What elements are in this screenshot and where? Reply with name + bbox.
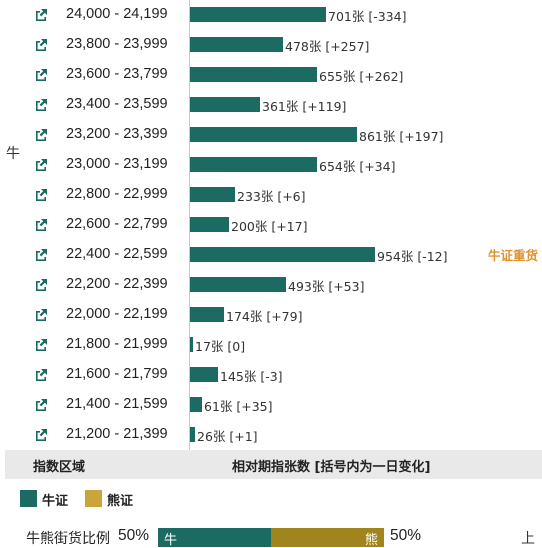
bar-value-label: 200张 [+17]	[231, 219, 308, 234]
bear-percentage: 50%	[390, 527, 422, 544]
legend-swatch-bull	[20, 490, 37, 507]
bar-value-label: 493张 [+53]	[288, 279, 365, 294]
ratio-bear-text: 熊	[364, 533, 378, 548]
bar-value-label: 26张 [+1]	[197, 429, 258, 444]
bull-bear-ratio: 牛熊街货比例 50% 牛 熊 50% 上	[0, 527, 542, 548]
bar-value-label: 655张 [+262]	[319, 69, 404, 84]
table-row: 23,200 - 23,399 861张 [+197]	[0, 120, 542, 150]
external-link-icon[interactable]	[34, 158, 48, 172]
bar-value-label: 361张 [+119]	[262, 99, 347, 114]
bar-value-label: 701张 [-334]	[328, 9, 407, 24]
bar-value-label: 174张 [+79]	[226, 309, 303, 324]
bull-count-bar	[190, 277, 286, 292]
legend-swatch-bear	[85, 490, 102, 507]
bar-value-label: 861张 [+197]	[359, 129, 444, 144]
external-link-icon[interactable]	[34, 398, 48, 412]
bull-count-bar	[190, 67, 317, 82]
ratio-bar: 牛 熊	[158, 528, 384, 548]
bull-count-bar	[190, 97, 260, 112]
index-range-label: 23,600 - 23,799	[66, 66, 168, 82]
index-range-label: 22,800 - 22,999	[66, 186, 168, 202]
table-row: 23,800 - 23,999 478张 [+257]	[0, 30, 542, 60]
bull-count-bar	[190, 337, 193, 352]
bull-percentage: 50%	[118, 527, 150, 544]
table-row: 21,200 - 21,399 26张 [+1]	[0, 420, 542, 450]
ratio-bull-text: 牛	[164, 533, 178, 548]
bull-count-bar	[190, 397, 202, 412]
chart-axis-divider	[189, 0, 190, 450]
bull-count-bar	[190, 427, 195, 442]
bar-value-label: 145张 [-3]	[220, 369, 283, 384]
table-row: 21,800 - 21,999 17张 [0]	[0, 330, 542, 360]
bull-count-bar	[190, 127, 357, 142]
bar-value-label: 954张 [-12]	[377, 249, 448, 264]
truncated-text: 上	[521, 531, 535, 547]
table-row: 24,000 - 24,199 701张 [-334]	[0, 0, 542, 30]
bar-value-label: 478张 [+257]	[285, 39, 370, 54]
bull-count-bar	[190, 157, 317, 172]
table-row: 22,800 - 22,999 233张 [+6]	[0, 180, 542, 210]
index-range-header: 指数区域	[33, 460, 86, 475]
bull-count-bar	[190, 367, 218, 382]
table-row: 23,000 - 23,199 654张 [+34]	[0, 150, 542, 180]
index-range-label: 22,400 - 22,599	[66, 246, 168, 262]
table-row: 22,600 - 22,799 200张 [+17]	[0, 210, 542, 240]
index-range-label: 22,600 - 22,799	[66, 216, 168, 232]
ratio-bull-segment: 牛	[158, 528, 271, 548]
index-range-label: 21,200 - 21,399	[66, 426, 168, 442]
external-link-icon[interactable]	[34, 98, 48, 112]
index-range-label: 23,800 - 23,999	[66, 36, 168, 52]
external-link-icon[interactable]	[34, 218, 48, 232]
heavy-bull-annotation: 牛证重货	[488, 248, 539, 263]
table-row: 23,600 - 23,799 655张 [+262]	[0, 60, 542, 90]
external-link-icon[interactable]	[34, 368, 48, 382]
external-link-icon[interactable]	[34, 278, 48, 292]
index-range-label: 22,000 - 22,199	[66, 306, 168, 322]
index-range-label: 21,400 - 21,599	[66, 396, 168, 412]
external-link-icon[interactable]	[34, 308, 48, 322]
index-range-label: 21,800 - 21,999	[66, 336, 168, 352]
index-range-label: 24,000 - 24,199	[66, 6, 168, 22]
legend-label-bull: 牛证	[42, 494, 69, 509]
table-row: 21,600 - 21,799 145张 [-3]	[0, 360, 542, 390]
index-range-label: 23,200 - 23,399	[66, 126, 168, 142]
bull-count-bar	[190, 187, 235, 202]
contracts-header: 相对期指张数 [括号内为一日变化]	[232, 460, 431, 475]
table-row: 21,400 - 21,599 61张 [+35]	[0, 390, 542, 420]
external-link-icon[interactable]	[34, 188, 48, 202]
table-footer: 指数区域 相对期指张数 [括号内为一日变化]	[5, 450, 542, 479]
table-row: 22,400 - 22,599 954张 [-12]	[0, 240, 542, 270]
legend-item-bear[interactable]: 熊证	[85, 489, 155, 509]
index-range-label: 23,400 - 23,599	[66, 96, 168, 112]
ratio-label: 牛熊街货比例	[26, 531, 110, 547]
table-row: 22,000 - 22,199 174张 [+79]	[0, 300, 542, 330]
bull-distribution-list: 24,000 - 24,199 701张 [-334] 23,800 - 23,99…	[0, 0, 542, 450]
external-link-icon[interactable]	[34, 68, 48, 82]
legend-item-bull[interactable]: 牛证	[20, 489, 90, 509]
external-link-icon[interactable]	[34, 128, 48, 142]
bar-value-label: 61张 [+35]	[204, 399, 273, 414]
ratio-bear-segment: 熊	[271, 528, 384, 548]
bull-count-bar	[190, 247, 375, 262]
bull-count-bar	[190, 217, 229, 232]
bar-value-label: 654张 [+34]	[319, 159, 396, 174]
external-link-icon[interactable]	[34, 338, 48, 352]
bull-side-label: 牛	[6, 146, 20, 162]
external-link-icon[interactable]	[34, 8, 48, 22]
bull-count-bar	[190, 37, 283, 52]
bull-count-bar	[190, 307, 224, 322]
bull-count-bar	[190, 7, 326, 22]
bar-value-label: 233张 [+6]	[237, 189, 306, 204]
external-link-icon[interactable]	[34, 428, 48, 442]
index-range-label: 22,200 - 22,399	[66, 276, 168, 292]
index-range-label: 23,000 - 23,199	[66, 156, 168, 172]
legend-label-bear: 熊证	[107, 494, 134, 509]
index-range-label: 21,600 - 21,799	[66, 366, 168, 382]
external-link-icon[interactable]	[34, 38, 48, 52]
bar-value-label: 17张 [0]	[195, 339, 246, 354]
table-row: 23,400 - 23,599 361张 [+119]	[0, 90, 542, 120]
table-row: 22,200 - 22,399 493张 [+53]	[0, 270, 542, 300]
external-link-icon[interactable]	[34, 248, 48, 262]
